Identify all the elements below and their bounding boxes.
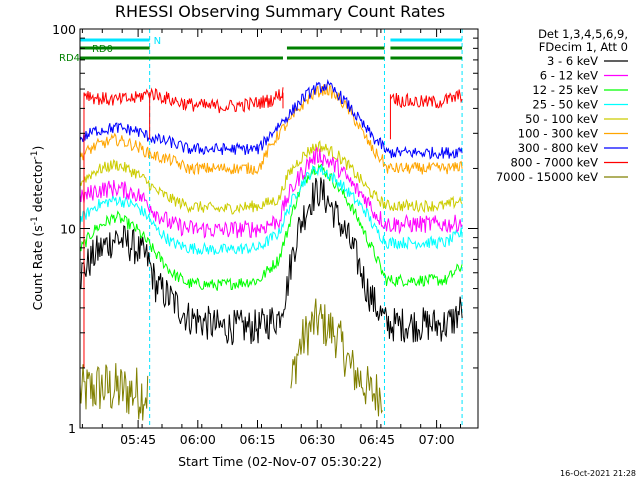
y-axis-label: Count Rate (s-1 detector-1) [30,146,45,311]
x-tick-label: 06:45 [359,432,395,447]
y-label-sup2: -1 [30,151,40,160]
series-50-100-kev [79,140,463,215]
plot-area: N RD0 RD4 [59,29,463,428]
y-tick-label: 10 [60,222,76,237]
chart-title: RHESSI Observing Summary Count Rates [115,2,445,21]
series-800-7000-kev [83,87,284,114]
series-7000-15000-kev-night1 [79,363,149,421]
legend-entry-label: 300 - 800 keV [518,141,598,155]
x-tick-label: 06:00 [180,432,216,447]
flag-label-rd4: RD4 [59,53,80,64]
legend-entry-label: 50 - 100 keV [525,112,598,126]
plot-frame: 1 10 100 05:45 06:00 06:15 06:30 06:45 07:00 [52,22,479,447]
flag-label-n: N [154,36,161,47]
y-label-end: ) [30,146,45,151]
series-7000-15000-kev-peak [290,298,383,417]
series-6-12-kev [79,146,463,239]
series-300-800-kev [79,78,463,160]
legend: Det 1,3,4,5,6,9, FDecim 1, Att 0 3 - 6 k… [496,27,628,184]
series-800-7000-kev-late [389,89,463,109]
x-tick-label: 06:15 [239,432,275,447]
series-25-50-kev [79,164,463,255]
legend-entry-label: 12 - 25 keV [532,83,598,97]
legend-header-2: FDecim 1, Att 0 [539,40,628,54]
x-tick-label: 07:00 [419,432,455,447]
series-3-6-kev [79,177,463,346]
y-tick-label: 100 [52,22,76,37]
plot-timestamp: 16-Oct-2021 21:28 [560,469,636,478]
x-axis-label: Start Time (02-Nov-07 05:30:22) [178,454,382,469]
legend-entry-label: 6 - 12 keV [540,69,598,83]
y-tick-label: 1 [68,421,76,436]
series-12-25-kev [79,163,463,291]
legend-entry-label: 7000 - 15000 keV [496,170,598,184]
y-label-sup1: -1 [30,216,40,225]
x-tick-label: 06:30 [299,432,335,447]
legend-header-1: Det 1,3,4,5,6,9, [538,27,628,41]
flag-label-rd0: RD0 [92,44,113,55]
series-100-300-kev [79,84,463,176]
legend-entry-label: 800 - 7000 keV [510,156,598,170]
x-tick-label: 05:45 [120,432,156,447]
y-label-main: Count Rate (s [30,225,45,310]
y-label-tail: detector [30,159,45,217]
legend-entry-label: 3 - 6 keV [547,54,598,68]
legend-entry-label: 25 - 50 keV [532,98,598,112]
legend-entry-label: 100 - 300 keV [518,127,598,141]
